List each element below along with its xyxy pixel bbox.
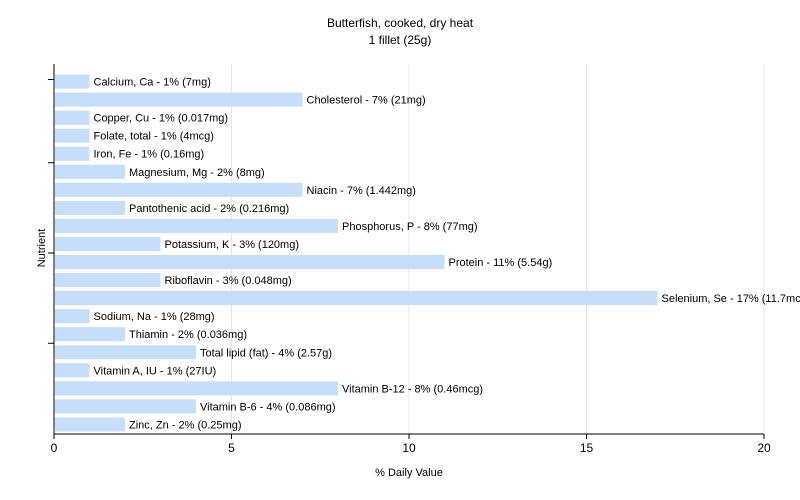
bar-label: Zinc, Zn - 2% (0.25mg) xyxy=(129,419,241,431)
bar-label: Calcium, Ca - 1% (7mg) xyxy=(94,77,211,89)
bar-label: Thiamin - 2% (0.036mg) xyxy=(129,329,247,341)
bar xyxy=(55,74,90,89)
gridlines xyxy=(231,64,765,434)
x-tick-label: 0 xyxy=(51,441,58,455)
bar-label: Sodium, Na - 1% (28mg) xyxy=(94,311,215,323)
x-tick-label: 10 xyxy=(402,441,416,455)
bar xyxy=(55,146,90,161)
bar xyxy=(55,345,196,360)
bar xyxy=(55,417,125,432)
bar xyxy=(55,254,445,270)
bar-label: Potassium, K - 3% (120mg) xyxy=(165,239,300,251)
bar-label: Magnesium, Mg - 2% (8mg) xyxy=(129,167,265,179)
x-tick-label: 5 xyxy=(228,441,235,455)
bar xyxy=(55,200,125,215)
bar xyxy=(55,363,90,378)
bar-label: Selenium, Se - 17% (11.7mcg) xyxy=(662,293,800,305)
bar xyxy=(55,327,125,342)
bar-label: Iron, Fe - 1% (0.16mg) xyxy=(94,149,205,161)
chart-title: Butterfish, cooked, dry heat xyxy=(327,16,474,30)
bar-label: Niacin - 7% (1.442mg) xyxy=(307,185,416,197)
bar-label: Vitamin A, IU - 1% (27IU) xyxy=(94,365,217,377)
bar xyxy=(55,164,125,179)
bar-label: Pantothenic acid - 2% (0.216mg) xyxy=(129,203,289,215)
bar xyxy=(55,110,90,125)
bar xyxy=(55,236,161,252)
x-tick-label: 15 xyxy=(580,441,594,455)
bar-label: Copper, Cu - 1% (0.017mg) xyxy=(94,113,229,125)
bar-label: Folate, total - 1% (4mcg) xyxy=(94,131,214,143)
chart-subtitle: 1 fillet (25g) xyxy=(369,33,432,47)
bar xyxy=(55,381,338,396)
bars xyxy=(55,74,658,432)
axes: 0 5 10 15 20 xyxy=(48,64,771,455)
bar-label: Protein - 11% (5.54g) xyxy=(449,257,553,269)
bar-label: Total lipid (fat) - 4% (2.57g) xyxy=(200,347,332,359)
bar xyxy=(55,128,90,143)
bar xyxy=(55,291,658,306)
bar-label: Cholesterol - 7% (21mg) xyxy=(307,95,426,107)
bar-label: Vitamin B-6 - 4% (0.086mg) xyxy=(200,401,336,413)
bar-label: Vitamin B-12 - 8% (0.46mcg) xyxy=(342,383,483,395)
bar xyxy=(55,218,338,233)
x-axis-label: % Daily Value xyxy=(375,467,443,479)
bar xyxy=(55,182,303,197)
bar xyxy=(55,399,196,414)
x-tick-label: 20 xyxy=(757,441,771,455)
y-axis-label: Nutrient xyxy=(36,229,48,268)
bar xyxy=(55,273,161,288)
bar xyxy=(55,92,303,107)
bar-label: Phosphorus, P - 8% (77mg) xyxy=(342,221,478,233)
bar-labels: Calcium, Ca - 1% (7mg) Cholesterol - 7% (… xyxy=(94,77,800,432)
bar xyxy=(55,309,90,324)
bar-label: Riboflavin - 3% (0.048mg) xyxy=(165,275,292,287)
